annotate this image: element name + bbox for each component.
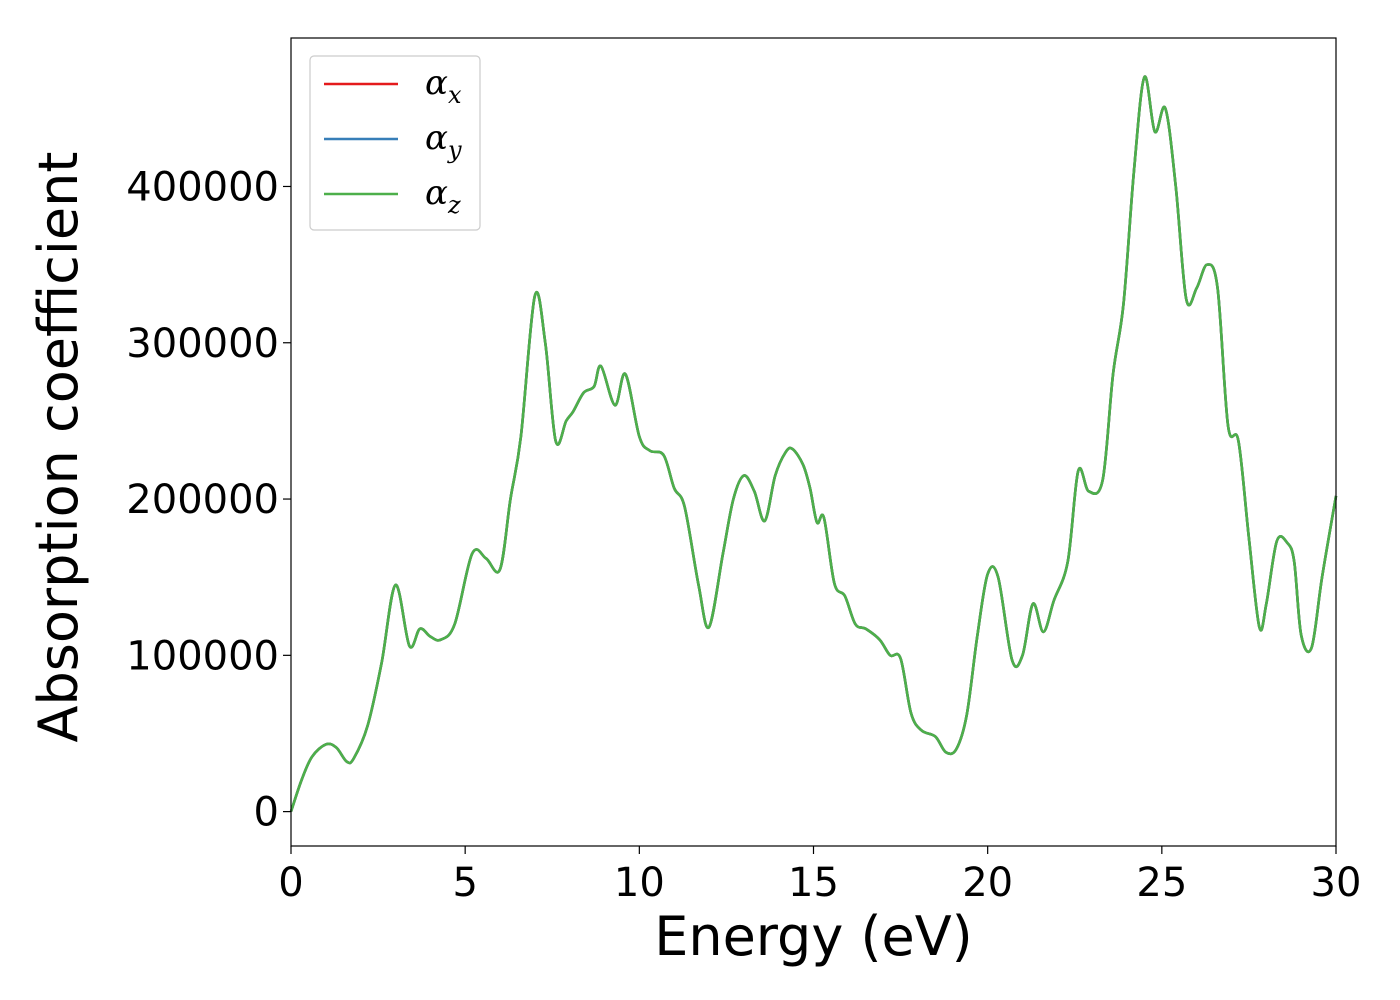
- x-tick-label: 20: [962, 860, 1013, 906]
- series-line-z: [289, 75, 1338, 813]
- series-layer: [289, 75, 1338, 813]
- y-tick-label: 400000: [126, 164, 279, 210]
- legend-box: [309, 55, 481, 231]
- y-axis: 0 100000 200000 300000 400000: [126, 164, 291, 836]
- x-tick-label: 15: [788, 860, 839, 906]
- x-tick-label: 5: [452, 860, 477, 906]
- x-tick-label: 25: [1136, 860, 1187, 906]
- x-axis: 0 5 10 15 20 25 30: [278, 846, 1361, 906]
- y-tick-label: 300000: [126, 321, 279, 367]
- x-axis-title: Energy (eV): [654, 905, 973, 968]
- x-tick-label: 30: [1311, 860, 1362, 906]
- y-axis-title: Absorption coefficient: [27, 152, 90, 743]
- y-tick-label: 100000: [126, 633, 279, 679]
- y-tick-label: 200000: [126, 477, 279, 523]
- x-tick-label: 0: [278, 860, 303, 906]
- x-tick-label: 10: [614, 860, 665, 906]
- y-tick-label: 0: [254, 790, 279, 836]
